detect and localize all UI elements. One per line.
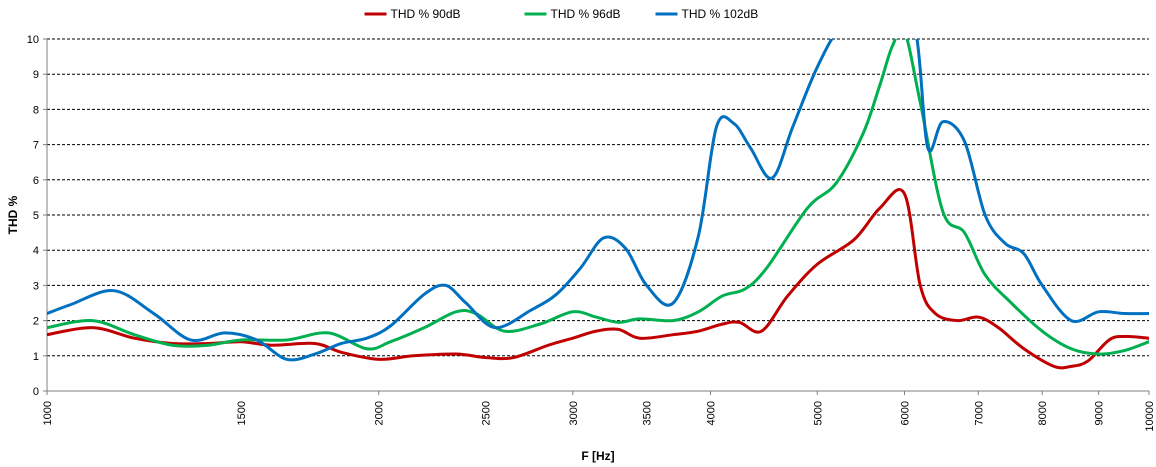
y-tick-label: 1 [33, 351, 39, 363]
y-axis-title: THD % [6, 195, 20, 234]
x-tick-label: 2500 [481, 401, 493, 425]
x-tick-label: 2000 [374, 401, 386, 425]
y-tick-label: 0 [33, 386, 39, 398]
y-tick-label: 4 [33, 245, 39, 257]
legend-item-2: THD % 96dB [524, 7, 621, 21]
x-tick-label: 1500 [236, 401, 248, 425]
legend-label: THD % 90dB [391, 7, 461, 21]
x-tick-label: 7000 [973, 401, 985, 425]
x-tick-label: 6000 [900, 401, 912, 425]
legend-item-1: THD % 90dB [364, 7, 461, 21]
x-tick-label: 4000 [705, 401, 717, 425]
y-tick-label: 10 [27, 34, 39, 46]
y-tick-labels: 0 1 2 3 4 5 6 7 8 9 10 [27, 34, 47, 398]
series-line-2 [47, 39, 1149, 356]
y-tick-label: 9 [33, 69, 39, 81]
y-tick-label: 2 [33, 316, 39, 328]
x-tick-label: 3000 [568, 401, 580, 425]
series-line-3 [47, 39, 1149, 362]
y-tick-label: 5 [33, 210, 39, 222]
x-tick-labels: 1000 1500 2000 2500 3000 3500 4000 5000 6000 7000… [42, 391, 1156, 432]
x-tick-label: 5000 [812, 401, 824, 425]
series-line-1 [47, 188, 1149, 370]
x-tick-label: 10000 [1144, 401, 1156, 432]
x-tick-label: 9000 [1094, 401, 1106, 425]
legend: THD % 90dB THD % 96dB THD % 102dB [364, 7, 759, 21]
y-tick-label: 8 [33, 104, 39, 116]
grid-lines [47, 38, 1149, 357]
y-tick-label: 7 [33, 140, 39, 152]
legend-label: THD % 96dB [551, 7, 621, 21]
x-tick-label: 3500 [642, 401, 654, 425]
legend-label: THD % 102dB [682, 7, 759, 21]
y-tick-label: 3 [33, 280, 39, 292]
y-tick-label: 6 [33, 175, 39, 187]
series-lines [47, 39, 1149, 370]
x-axis-title: F [Hz] [581, 449, 614, 463]
legend-item-3: THD % 102dB [655, 7, 759, 21]
x-tick-label: 8000 [1037, 401, 1049, 425]
x-tick-label: 1000 [42, 401, 54, 425]
